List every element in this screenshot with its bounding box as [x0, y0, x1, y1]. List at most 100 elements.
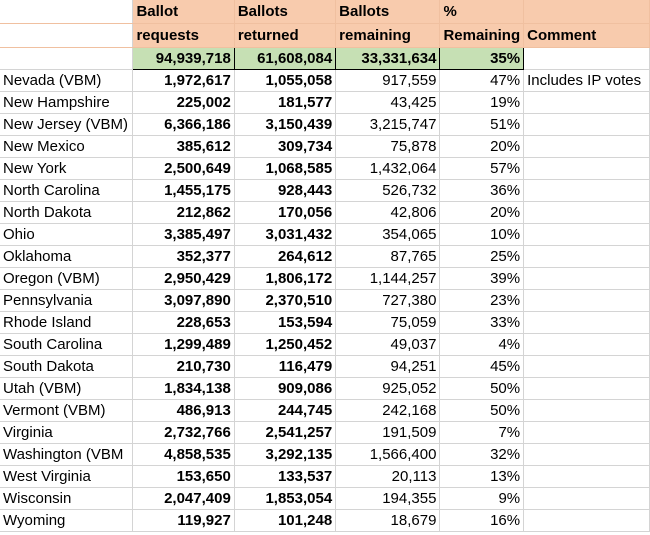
header-cell[interactable]: returned: [234, 23, 337, 48]
requests-cell[interactable]: 1,299,489: [132, 333, 235, 356]
state-cell[interactable]: Oregon (VBM): [0, 267, 134, 290]
pct-cell[interactable]: 13%: [439, 465, 525, 488]
pct-cell[interactable]: 50%: [439, 399, 525, 422]
returned-cell[interactable]: 928,443: [234, 179, 337, 202]
returned-cell[interactable]: 181,577: [234, 91, 337, 114]
pct-cell[interactable]: 7%: [439, 421, 525, 444]
returned-cell[interactable]: 2,370,510: [234, 289, 337, 312]
remaining-cell[interactable]: 526,732: [335, 179, 441, 202]
header-cell[interactable]: %: [439, 0, 525, 24]
comment-cell[interactable]: [523, 267, 650, 290]
state-cell[interactable]: Nevada (VBM): [0, 69, 134, 92]
pct-cell[interactable]: 51%: [439, 113, 525, 136]
remaining-cell[interactable]: 1,144,257: [335, 267, 441, 290]
state-cell[interactable]: Wyoming: [0, 509, 134, 532]
pct-cell[interactable]: 20%: [439, 201, 525, 224]
comment-cell[interactable]: [523, 355, 650, 378]
header-blank-cell[interactable]: [0, 23, 134, 48]
state-cell[interactable]: North Dakota: [0, 201, 134, 224]
comment-cell[interactable]: Includes IP votes: [523, 69, 650, 92]
requests-cell[interactable]: 352,377: [132, 245, 235, 268]
returned-cell[interactable]: 309,734: [234, 135, 337, 158]
comment-cell[interactable]: [523, 399, 650, 422]
requests-cell[interactable]: 119,927: [132, 509, 235, 532]
remaining-cell[interactable]: 727,380: [335, 289, 441, 312]
remaining-cell[interactable]: 354,065: [335, 223, 441, 246]
requests-cell[interactable]: 3,097,890: [132, 289, 235, 312]
remaining-cell[interactable]: 42,806: [335, 201, 441, 224]
remaining-cell[interactable]: 49,037: [335, 333, 441, 356]
pct-cell[interactable]: 32%: [439, 443, 525, 466]
pct-cell[interactable]: 47%: [439, 69, 525, 92]
comment-cell[interactable]: [523, 465, 650, 488]
comment-cell[interactable]: [523, 201, 650, 224]
remaining-cell[interactable]: 18,679: [335, 509, 441, 532]
pct-cell[interactable]: 10%: [439, 223, 525, 246]
total-remaining-cell[interactable]: 33,331,634: [335, 47, 441, 70]
remaining-cell[interactable]: 917,559: [335, 69, 441, 92]
total-requests-cell[interactable]: 94,939,718: [132, 47, 235, 70]
returned-cell[interactable]: 1,055,058: [234, 69, 337, 92]
state-cell[interactable]: New Mexico: [0, 135, 134, 158]
state-cell[interactable]: New Hampshire: [0, 91, 134, 114]
pct-cell[interactable]: 39%: [439, 267, 525, 290]
remaining-cell[interactable]: 242,168: [335, 399, 441, 422]
state-cell[interactable]: New York: [0, 157, 134, 180]
pct-cell[interactable]: 16%: [439, 509, 525, 532]
requests-cell[interactable]: 2,950,429: [132, 267, 235, 290]
requests-cell[interactable]: 6,366,186: [132, 113, 235, 136]
requests-cell[interactable]: 210,730: [132, 355, 235, 378]
remaining-cell[interactable]: 194,355: [335, 487, 441, 510]
remaining-cell[interactable]: 94,251: [335, 355, 441, 378]
comment-cell[interactable]: [523, 311, 650, 334]
remaining-cell[interactable]: 3,215,747: [335, 113, 441, 136]
pct-cell[interactable]: 9%: [439, 487, 525, 510]
header-cell[interactable]: Ballots: [234, 0, 337, 24]
requests-cell[interactable]: 212,862: [132, 201, 235, 224]
requests-cell[interactable]: 225,002: [132, 91, 235, 114]
remaining-cell[interactable]: 1,432,064: [335, 157, 441, 180]
requests-cell[interactable]: 1,455,175: [132, 179, 235, 202]
returned-cell[interactable]: 264,612: [234, 245, 337, 268]
returned-cell[interactable]: 1,806,172: [234, 267, 337, 290]
returned-cell[interactable]: 1,068,585: [234, 157, 337, 180]
header-cell[interactable]: Ballot: [132, 0, 235, 24]
requests-cell[interactable]: 2,500,649: [132, 157, 235, 180]
returned-cell[interactable]: 2,541,257: [234, 421, 337, 444]
comment-cell[interactable]: [523, 245, 650, 268]
state-cell[interactable]: Washington (VBM: [0, 443, 134, 466]
comment-cell[interactable]: [523, 223, 650, 246]
requests-cell[interactable]: 1,972,617: [132, 69, 235, 92]
state-cell[interactable]: New Jersey (VBM): [0, 113, 134, 136]
remaining-cell[interactable]: 925,052: [335, 377, 441, 400]
state-cell[interactable]: Wisconsin: [0, 487, 134, 510]
header-cell[interactable]: Ballots: [335, 0, 441, 24]
header-cell[interactable]: Remaining: [439, 23, 525, 48]
comment-cell[interactable]: [523, 135, 650, 158]
requests-cell[interactable]: 228,653: [132, 311, 235, 334]
total-pct-cell[interactable]: 35%: [439, 47, 525, 70]
requests-cell[interactable]: 1,834,138: [132, 377, 235, 400]
header-cell[interactable]: Comment: [523, 23, 650, 48]
returned-cell[interactable]: 909,086: [234, 377, 337, 400]
state-cell[interactable]: North Carolina: [0, 179, 134, 202]
requests-cell[interactable]: 2,732,766: [132, 421, 235, 444]
pct-cell[interactable]: 19%: [439, 91, 525, 114]
pct-cell[interactable]: 50%: [439, 377, 525, 400]
header-blank-cell[interactable]: [0, 0, 134, 24]
returned-cell[interactable]: 3,292,135: [234, 443, 337, 466]
state-cell[interactable]: South Carolina: [0, 333, 134, 356]
comment-cell[interactable]: [523, 487, 650, 510]
returned-cell[interactable]: 133,537: [234, 465, 337, 488]
returned-cell[interactable]: 170,056: [234, 201, 337, 224]
pct-cell[interactable]: 25%: [439, 245, 525, 268]
state-cell[interactable]: Vermont (VBM): [0, 399, 134, 422]
header-cell[interactable]: [523, 0, 650, 24]
remaining-cell[interactable]: 191,509: [335, 421, 441, 444]
pct-cell[interactable]: 33%: [439, 311, 525, 334]
state-cell[interactable]: Pennsylvania: [0, 289, 134, 312]
remaining-cell[interactable]: 43,425: [335, 91, 441, 114]
state-cell[interactable]: South Dakota: [0, 355, 134, 378]
comment-cell[interactable]: [523, 289, 650, 312]
requests-cell[interactable]: 385,612: [132, 135, 235, 158]
